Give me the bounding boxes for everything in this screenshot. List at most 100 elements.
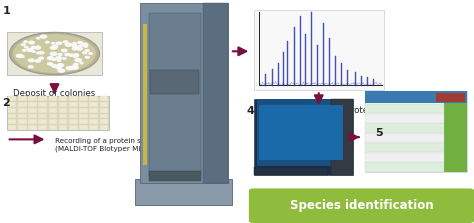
FancyBboxPatch shape — [59, 119, 67, 124]
FancyBboxPatch shape — [100, 119, 108, 124]
Text: Comparison of the protein spectrum
with the library (DB): Comparison of the protein spectrum with … — [263, 106, 419, 125]
FancyBboxPatch shape — [365, 133, 445, 142]
FancyBboxPatch shape — [8, 125, 17, 130]
FancyBboxPatch shape — [100, 102, 108, 107]
FancyBboxPatch shape — [8, 96, 17, 101]
Text: 2: 2 — [2, 98, 10, 108]
FancyBboxPatch shape — [148, 171, 201, 181]
FancyBboxPatch shape — [18, 119, 27, 124]
FancyBboxPatch shape — [28, 119, 37, 124]
FancyBboxPatch shape — [365, 114, 445, 123]
FancyBboxPatch shape — [331, 99, 353, 175]
FancyBboxPatch shape — [79, 119, 88, 124]
Circle shape — [32, 51, 35, 52]
FancyBboxPatch shape — [49, 119, 57, 124]
FancyBboxPatch shape — [8, 119, 17, 124]
Circle shape — [9, 32, 100, 75]
Circle shape — [82, 52, 87, 54]
Circle shape — [73, 63, 78, 66]
FancyBboxPatch shape — [59, 96, 67, 101]
Circle shape — [85, 50, 89, 52]
Circle shape — [52, 65, 57, 67]
Circle shape — [73, 47, 77, 49]
FancyBboxPatch shape — [90, 114, 98, 118]
Circle shape — [58, 54, 62, 55]
Text: Deposit of colonies
on the target: Deposit of colonies on the target — [13, 89, 96, 109]
FancyBboxPatch shape — [38, 119, 47, 124]
Circle shape — [56, 66, 61, 69]
Circle shape — [28, 66, 33, 68]
FancyBboxPatch shape — [38, 108, 47, 113]
FancyBboxPatch shape — [69, 114, 78, 118]
FancyBboxPatch shape — [28, 108, 37, 113]
FancyBboxPatch shape — [28, 102, 37, 107]
Circle shape — [73, 54, 79, 56]
FancyBboxPatch shape — [150, 70, 199, 94]
FancyBboxPatch shape — [49, 96, 57, 101]
Circle shape — [73, 47, 77, 50]
Circle shape — [36, 52, 40, 54]
Text: Recording of a protein spectrum
(MALDI-TOF Biotyper Microflex LT-Bruker): Recording of a protein spectrum (MALDI-T… — [55, 138, 202, 152]
Circle shape — [53, 45, 57, 48]
FancyBboxPatch shape — [365, 162, 445, 172]
FancyBboxPatch shape — [100, 125, 108, 130]
FancyBboxPatch shape — [49, 108, 57, 113]
FancyBboxPatch shape — [7, 32, 102, 75]
Circle shape — [85, 56, 89, 58]
FancyBboxPatch shape — [100, 108, 108, 113]
FancyBboxPatch shape — [59, 108, 67, 113]
FancyBboxPatch shape — [365, 124, 445, 133]
Circle shape — [21, 44, 26, 45]
FancyBboxPatch shape — [100, 96, 108, 101]
FancyBboxPatch shape — [90, 125, 98, 130]
Circle shape — [47, 63, 52, 65]
FancyBboxPatch shape — [49, 114, 57, 118]
Circle shape — [70, 54, 73, 56]
FancyBboxPatch shape — [69, 102, 78, 107]
FancyBboxPatch shape — [148, 13, 201, 175]
Circle shape — [28, 59, 34, 62]
Circle shape — [65, 53, 70, 56]
FancyBboxPatch shape — [365, 104, 445, 113]
Circle shape — [29, 41, 34, 44]
FancyBboxPatch shape — [7, 96, 109, 130]
FancyBboxPatch shape — [69, 96, 78, 101]
Circle shape — [50, 46, 57, 49]
Circle shape — [48, 57, 53, 59]
FancyBboxPatch shape — [18, 96, 27, 101]
Circle shape — [89, 53, 92, 54]
FancyBboxPatch shape — [79, 114, 88, 118]
Circle shape — [84, 45, 88, 47]
Circle shape — [39, 57, 44, 59]
FancyBboxPatch shape — [28, 125, 37, 130]
Circle shape — [82, 43, 88, 46]
Circle shape — [72, 45, 76, 47]
Circle shape — [75, 59, 82, 62]
Text: 4: 4 — [246, 106, 255, 116]
Text: 3: 3 — [180, 0, 188, 1]
Circle shape — [27, 48, 33, 51]
Circle shape — [80, 62, 83, 64]
FancyBboxPatch shape — [140, 3, 228, 183]
Circle shape — [71, 66, 74, 68]
Circle shape — [24, 41, 27, 42]
Circle shape — [52, 59, 56, 60]
FancyBboxPatch shape — [254, 10, 384, 90]
FancyBboxPatch shape — [249, 188, 474, 223]
FancyBboxPatch shape — [69, 108, 78, 113]
FancyBboxPatch shape — [8, 114, 17, 118]
FancyBboxPatch shape — [365, 153, 445, 162]
FancyBboxPatch shape — [28, 96, 37, 101]
FancyBboxPatch shape — [256, 99, 350, 166]
Circle shape — [66, 67, 73, 70]
FancyBboxPatch shape — [90, 119, 98, 124]
Circle shape — [73, 42, 76, 44]
FancyBboxPatch shape — [49, 102, 57, 107]
Circle shape — [21, 56, 24, 57]
FancyBboxPatch shape — [38, 96, 47, 101]
FancyBboxPatch shape — [38, 114, 47, 118]
FancyBboxPatch shape — [100, 114, 108, 118]
Circle shape — [31, 46, 36, 48]
FancyBboxPatch shape — [8, 108, 17, 113]
FancyBboxPatch shape — [365, 143, 445, 152]
